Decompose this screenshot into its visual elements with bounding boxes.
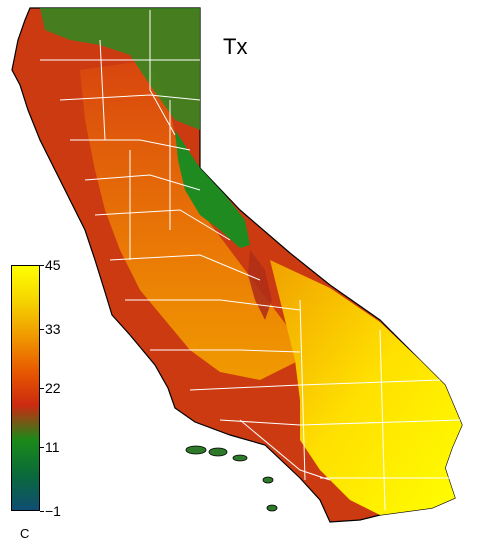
colorbar-tick-label: −1 <box>45 503 61 519</box>
colorbar-tick-label: 11 <box>45 439 60 455</box>
colorbar-tick-mark <box>40 388 44 389</box>
channel-islands <box>185 445 278 512</box>
colorbar-unit-label: C <box>20 526 30 541</box>
sierra-nevada-zone <box>175 130 250 248</box>
desert-zone <box>270 260 462 515</box>
colorbar-tick-mark <box>40 265 44 266</box>
map-title: Tx <box>223 34 248 59</box>
colorbar-tick-label: 45 <box>45 257 61 273</box>
colorbar-tick-mark <box>40 447 44 448</box>
north-mountains-zone <box>40 8 200 130</box>
colorbar-tick-mark <box>40 329 44 330</box>
southern-mountains-zone <box>248 250 272 320</box>
county-borders <box>40 10 461 511</box>
colorbar <box>11 265 40 511</box>
colorbar-tick-label: 22 <box>45 380 61 396</box>
colorbar-tick-mark <box>40 511 44 512</box>
colorbar-tick-label: 33 <box>45 321 61 337</box>
